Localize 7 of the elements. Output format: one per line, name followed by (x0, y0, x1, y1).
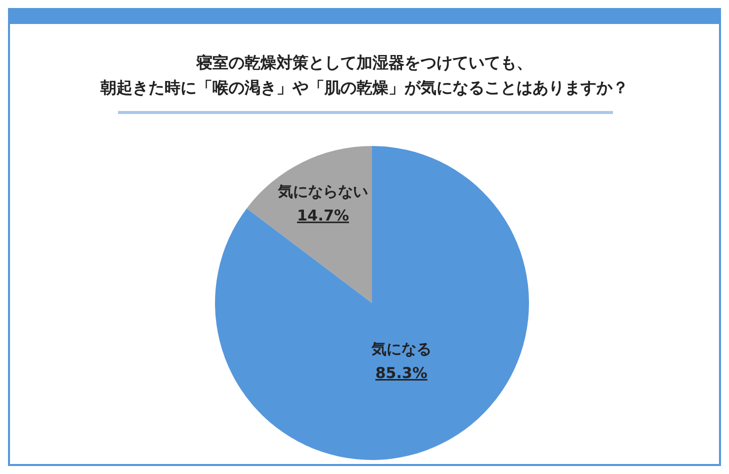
slice-label: 気にならない (277, 182, 368, 201)
slice-label: 気になる (370, 340, 432, 358)
data-label: 14.7% (297, 206, 350, 225)
chart-title: 寝室の乾燥対策として加湿器をつけていても、朝起きた時に「喉の渇き」や「肌の乾燥」が気になることはありますか？ (99, 52, 630, 99)
data-label: 85.3% (375, 364, 428, 382)
pie-slice (246, 146, 372, 303)
pie-slice (215, 146, 529, 460)
